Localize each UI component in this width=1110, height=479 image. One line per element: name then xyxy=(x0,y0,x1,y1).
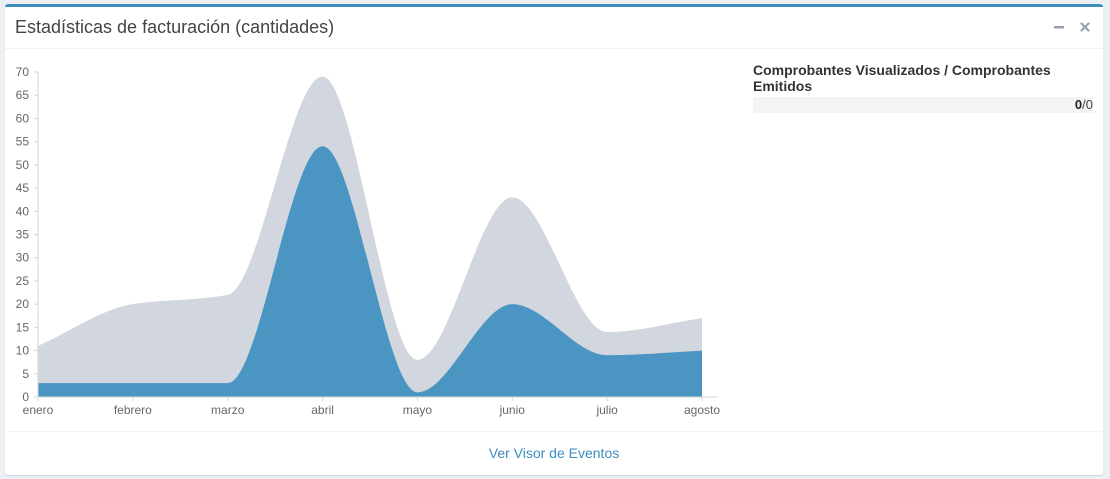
x-tick-label: julio xyxy=(595,403,618,417)
x-tick-label: abril xyxy=(311,403,334,417)
y-tick-label: 40 xyxy=(16,204,30,218)
panel-title: Estadísticas de facturación (cantidades) xyxy=(15,17,335,37)
x-tick-label: marzo xyxy=(211,403,245,417)
series-1-area xyxy=(38,146,702,397)
y-tick-label: 50 xyxy=(16,158,30,172)
stat-panel: Comprobantes Visualizados / Comprobantes… xyxy=(753,62,1093,113)
stat-label: Comprobantes Visualizados / Comprobantes… xyxy=(753,62,1051,94)
minimize-button[interactable] xyxy=(1051,18,1067,36)
billing-stats-panel: Estadísticas de facturación (cantidades)… xyxy=(5,4,1103,475)
y-tick-label: 25 xyxy=(16,274,30,288)
x-tick-label: agosto xyxy=(684,403,720,417)
billing-area-chart: 0 5 10 15 20 25 30 35 40 45 50 55 60 65 70 enero febrero… xyxy=(16,65,721,417)
x-tick-label: enero xyxy=(23,403,54,417)
y-tick-label: 45 xyxy=(16,181,30,195)
chart-container: 0 5 10 15 20 25 30 35 40 45 50 55 60 65 70 enero febrero… xyxy=(5,51,745,431)
y-tick-label: 70 xyxy=(16,65,30,79)
y-tick-label: 35 xyxy=(16,228,30,242)
y-tick-label: 5 xyxy=(22,367,29,381)
panel-header: Estadísticas de facturación (cantidades) xyxy=(5,7,1103,49)
event-viewer-link[interactable]: Ver Visor de Eventos xyxy=(488,445,620,461)
minus-icon xyxy=(1053,26,1064,29)
panel-footer: Ver Visor de Eventos xyxy=(5,431,1103,473)
x-tick-label: junio xyxy=(499,403,526,417)
y-tick-label: 0 xyxy=(22,390,29,404)
y-tick-label: 10 xyxy=(16,344,30,358)
y-tick-label: 60 xyxy=(16,111,30,125)
y-tick-label: 30 xyxy=(16,251,30,265)
stat-visualized-value: 0 xyxy=(1074,97,1083,112)
panel-tools xyxy=(1045,18,1093,41)
times-icon xyxy=(1080,22,1090,32)
stat-progress-bar: 0/0 xyxy=(753,97,1093,113)
y-tick-label: 20 xyxy=(16,297,30,311)
y-tick-label: 15 xyxy=(16,320,30,334)
x-tick-label: mayo xyxy=(403,403,433,417)
x-tick-label: febrero xyxy=(114,403,152,417)
close-button[interactable] xyxy=(1077,18,1093,36)
stat-emitted-value: 0 xyxy=(1085,97,1093,112)
y-tick-label: 55 xyxy=(16,135,30,149)
y-tick-label: 65 xyxy=(16,88,30,102)
